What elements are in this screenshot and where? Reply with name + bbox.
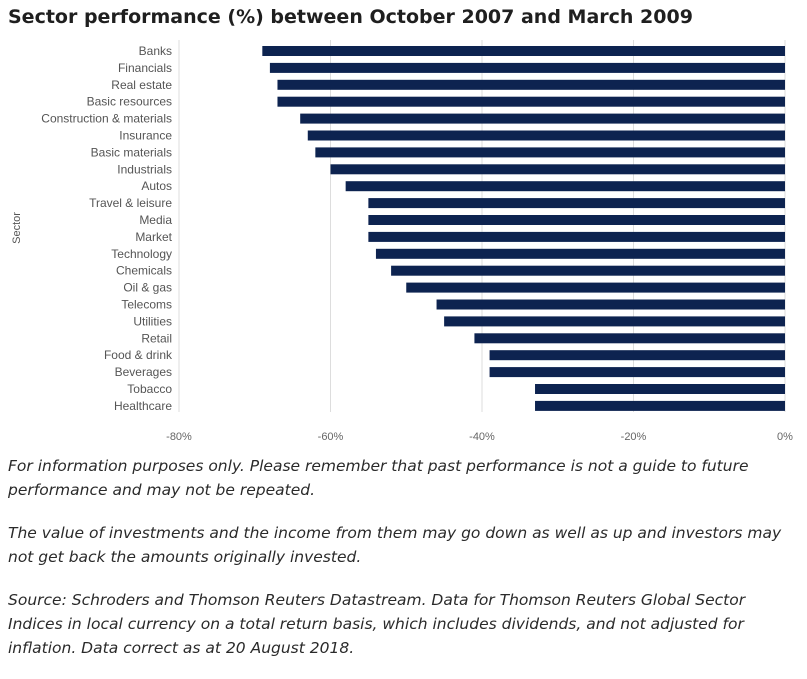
category-label: Market bbox=[135, 230, 172, 244]
bar bbox=[277, 79, 785, 90]
category-label: Beverages bbox=[115, 365, 172, 379]
category-label: Tobacco bbox=[127, 382, 172, 396]
category-label: Industrials bbox=[117, 162, 172, 176]
x-tick-label: -80% bbox=[166, 431, 192, 443]
bar bbox=[474, 333, 785, 344]
bar bbox=[375, 248, 785, 259]
category-label: Insurance bbox=[119, 129, 172, 143]
bar bbox=[330, 164, 785, 175]
x-tick-label: -20% bbox=[621, 431, 647, 443]
y-axis-title: Sector bbox=[11, 212, 23, 244]
category-label: Food & drink bbox=[104, 348, 173, 362]
x-tick-label: -60% bbox=[318, 431, 344, 443]
bar bbox=[277, 96, 785, 107]
x-tick-label: -40% bbox=[469, 431, 495, 443]
category-labels: Banks Financials Real estate Basic resource… bbox=[41, 44, 173, 413]
category-label: Basic resources bbox=[87, 95, 172, 109]
category-label: Retail bbox=[141, 331, 172, 345]
disclaimer-past-performance: For information purposes only. Please re… bbox=[8, 457, 749, 499]
bar bbox=[535, 400, 785, 411]
category-label: Basic materials bbox=[91, 145, 172, 159]
category-label: Media bbox=[139, 213, 172, 227]
category-label: Banks bbox=[139, 44, 172, 58]
category-label: Oil & gas bbox=[123, 281, 172, 295]
bar bbox=[489, 350, 785, 361]
bar bbox=[489, 367, 785, 378]
category-label: Financials bbox=[118, 61, 172, 75]
footnotes: For information purposes only. Please re… bbox=[8, 454, 798, 679]
x-tick-labels: -80% -60% -40% -20% 0% bbox=[166, 431, 793, 443]
bar bbox=[307, 130, 785, 141]
category-label: Travel & leisure bbox=[89, 196, 172, 210]
category-label: Real estate bbox=[111, 78, 172, 92]
bar bbox=[269, 62, 785, 73]
bar bbox=[315, 147, 785, 158]
bar bbox=[535, 384, 785, 394]
category-label: Chemicals bbox=[116, 264, 172, 278]
bar bbox=[368, 231, 785, 242]
source-note: Source: Schroders and Thomson Reuters Da… bbox=[8, 591, 746, 657]
category-label: Technology bbox=[111, 247, 172, 261]
bar bbox=[368, 215, 785, 225]
bar bbox=[300, 113, 785, 124]
bar bbox=[391, 265, 785, 276]
category-label: Telecoms bbox=[121, 298, 172, 312]
bar bbox=[436, 299, 785, 310]
bar bbox=[345, 181, 785, 192]
bar-chart: Banks Financials Real estate Basic resource… bbox=[11, 40, 793, 443]
bar bbox=[444, 316, 785, 327]
chart-title: Sector performance (%) between October 2… bbox=[8, 6, 693, 28]
bar bbox=[262, 46, 785, 56]
category-label: Autos bbox=[141, 179, 172, 193]
disclaimer-investment-value: The value of investments and the income … bbox=[8, 524, 782, 566]
x-tick-label: 0% bbox=[777, 431, 793, 443]
bar bbox=[406, 282, 785, 293]
category-label: Utilities bbox=[133, 314, 172, 328]
category-label: Construction & materials bbox=[41, 112, 172, 126]
category-label: Healthcare bbox=[114, 399, 172, 413]
bar bbox=[368, 198, 785, 209]
bars bbox=[262, 46, 785, 411]
